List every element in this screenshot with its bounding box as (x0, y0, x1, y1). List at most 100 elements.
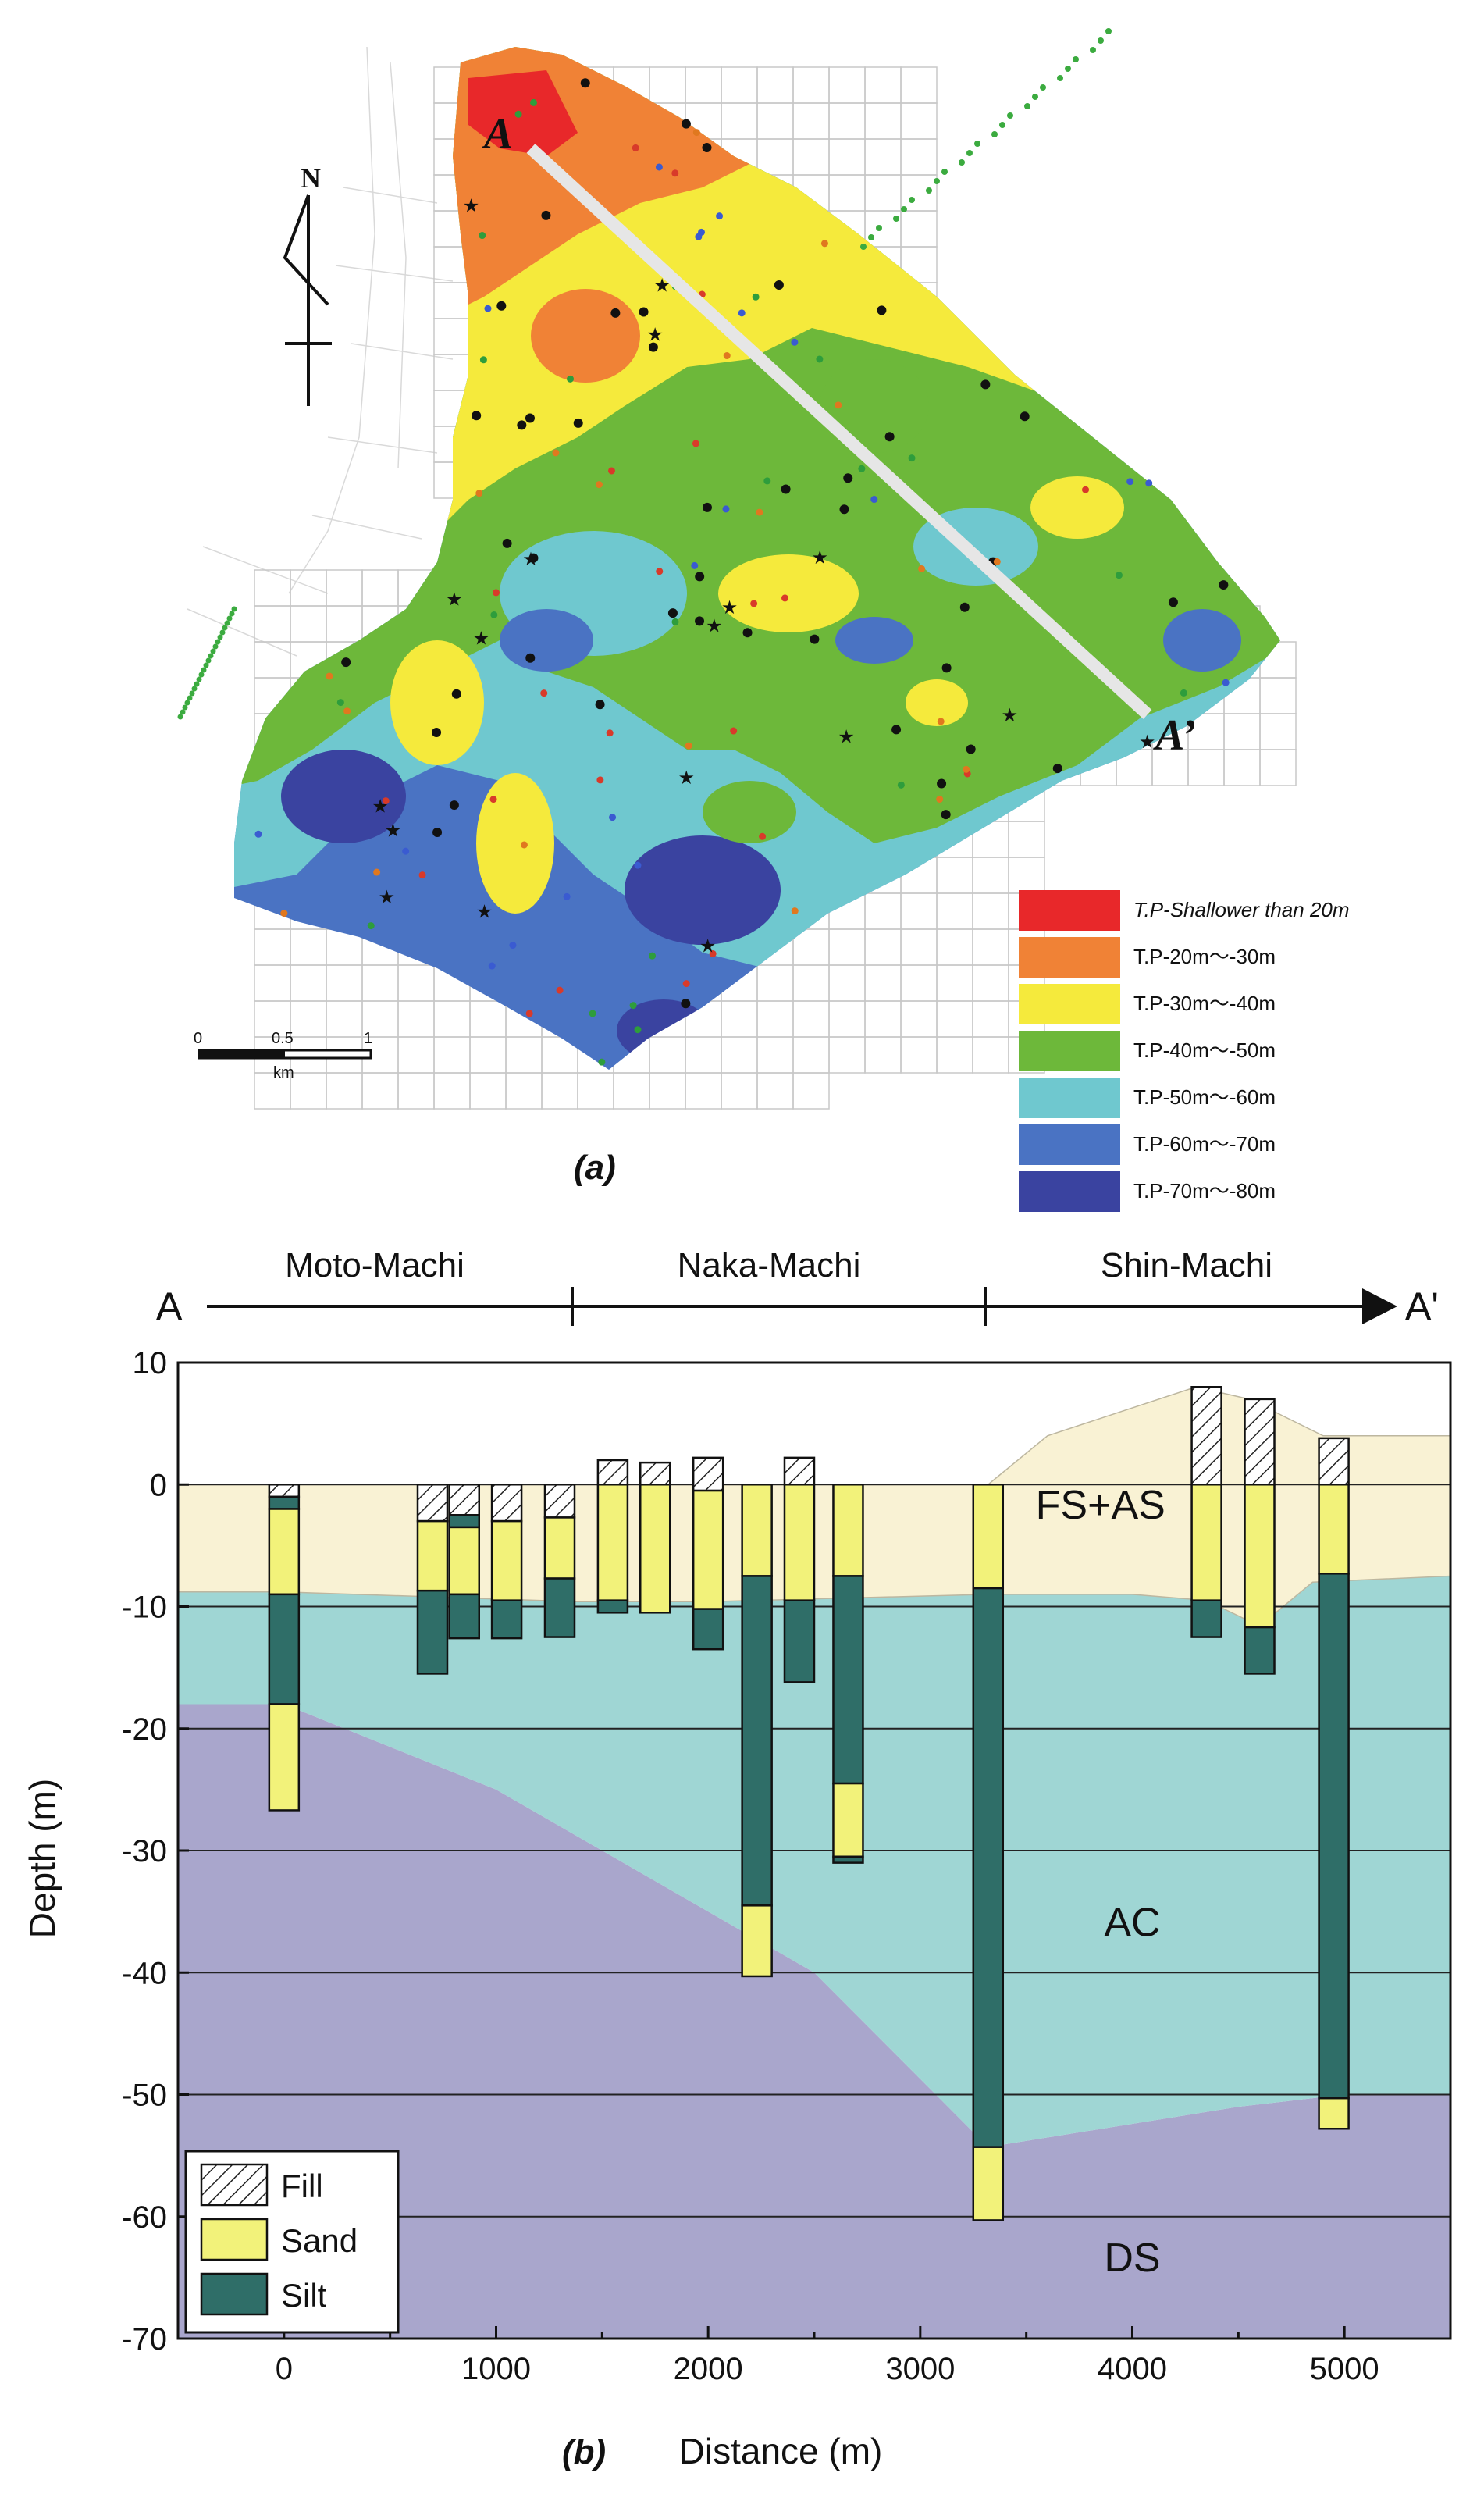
grid-cell (828, 1036, 866, 1074)
grid-cell (756, 1036, 794, 1074)
borehole-fill (490, 1484, 523, 1523)
grid-cell (900, 138, 938, 176)
section-line-a-a-prime (526, 144, 1152, 719)
grid-cell (290, 569, 327, 607)
star-marker: ★ (463, 195, 480, 216)
dot-marker (514, 110, 522, 118)
grid-cell (828, 964, 866, 1002)
dot-marker (1180, 689, 1187, 697)
dot-marker (479, 232, 486, 240)
y-tick-label: -60 (122, 2200, 167, 2235)
grid-cell (936, 1036, 973, 1074)
arrow-head (1362, 1288, 1397, 1324)
dot-marker (556, 986, 564, 994)
dot-marker (610, 308, 621, 318)
legend-label: T.P-70m～-80m (1133, 1179, 1276, 1202)
y-tick-label: -70 (122, 2322, 167, 2357)
dot-marker (738, 309, 746, 317)
grid-cell (936, 1000, 973, 1038)
dot-marker (685, 742, 692, 750)
borehole-sand (1244, 1484, 1276, 1629)
grid-cell (1259, 749, 1297, 786)
dot-marker (177, 714, 183, 720)
borehole-silt (268, 1495, 301, 1510)
patch (617, 999, 710, 1062)
dot-marker (756, 508, 763, 516)
section-start: A (156, 1284, 183, 1328)
grid-cell (721, 1072, 758, 1110)
dot-marker (254, 830, 262, 838)
dot-marker (709, 949, 717, 957)
grid-cell (936, 928, 973, 966)
legend-swatch (200, 2272, 269, 2316)
panel-a-label: (a) (574, 1149, 616, 1187)
x-tick-label: 1000 (461, 2352, 531, 2386)
dot-marker (730, 727, 738, 735)
dot-marker (596, 776, 604, 784)
dot-marker (918, 565, 926, 572)
legend-swatch (1019, 1124, 1120, 1165)
panel-a-map: ★★★★★★★★★★★★★★★★★★ A A’ N 0 0.5 1 km T.P… (177, 28, 1350, 1212)
dot-marker (1222, 679, 1230, 686)
dot-marker (999, 122, 1005, 128)
borehole-silt (596, 1599, 629, 1614)
grid-cell (361, 1072, 399, 1110)
borehole-fill (268, 1484, 301, 1498)
dot-marker (573, 418, 583, 428)
dot-marker (528, 553, 539, 563)
grid-cell (972, 892, 1009, 930)
legend-swatch (1019, 937, 1120, 978)
borehole-fill (416, 1484, 449, 1523)
dot-marker (212, 643, 219, 650)
dot-marker (224, 620, 230, 626)
grid-cell (290, 1072, 327, 1110)
grid-cell (721, 102, 758, 140)
grid-cell (397, 1036, 435, 1074)
dot-marker (993, 558, 1001, 565)
dot-marker (695, 572, 705, 582)
dot-marker (432, 827, 443, 837)
borehole-silt (490, 1599, 523, 1640)
dot-marker (382, 797, 390, 805)
dot-marker (1145, 479, 1153, 487)
dot-marker (632, 144, 639, 151)
y-tick-label: -20 (122, 1712, 167, 1747)
patch (835, 617, 913, 664)
x-tick-label: 3000 (885, 2352, 955, 2386)
dot-marker (634, 861, 642, 869)
dot-marker (884, 432, 895, 442)
dot-marker (488, 962, 496, 970)
borehole-fill (543, 1484, 576, 1519)
grid-cell (577, 1072, 614, 1110)
grid-cell (326, 1072, 363, 1110)
borehole-silt (972, 1587, 1005, 2148)
grid-cell (864, 1036, 902, 1074)
dot-marker (991, 131, 998, 137)
dot-marker (820, 240, 828, 248)
grid-cell (1223, 713, 1261, 750)
borehole-silt (543, 1577, 576, 1638)
section-end: A' (1405, 1284, 1439, 1328)
dot-marker (963, 765, 970, 773)
grid-cell (254, 605, 291, 643)
dot-marker (959, 159, 965, 166)
grid-cell (1259, 713, 1297, 750)
grid-cell (900, 964, 938, 1002)
dot-marker (191, 686, 198, 692)
dot-marker (343, 707, 351, 715)
borehole-fill (448, 1484, 480, 1516)
dot-marker (525, 413, 535, 423)
borehole-fill (1244, 1398, 1276, 1486)
dot-marker (781, 594, 788, 602)
layer-label-fs-as: FS+AS (1036, 1483, 1165, 1528)
grid-cell (721, 66, 758, 104)
borehole-sand (639, 1484, 671, 1614)
borehole-sand (268, 1508, 301, 1596)
borehole-sand (1190, 1484, 1222, 1601)
patch (531, 289, 640, 383)
dot-marker (402, 847, 410, 855)
y-tick-label: -10 (122, 1591, 167, 1625)
dot-marker (187, 695, 193, 701)
patch (390, 640, 484, 765)
grid-cell (828, 928, 866, 966)
